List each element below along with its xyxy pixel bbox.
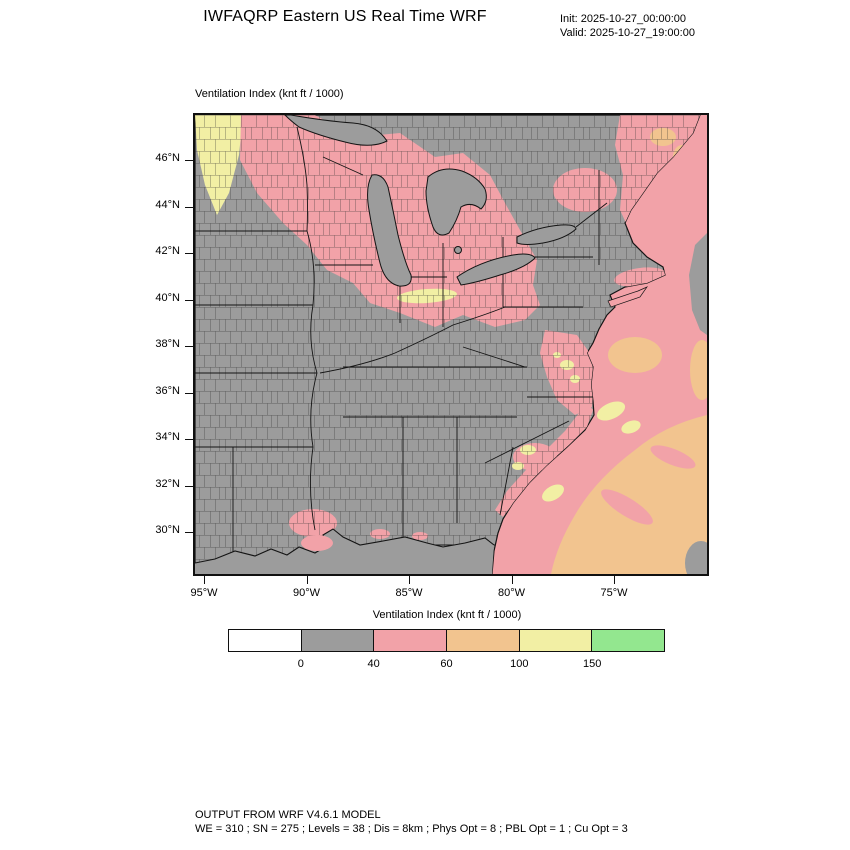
y-axis-tickmark [185,532,193,534]
gulf-of-mexico [195,529,494,574]
wrf-map [195,115,707,574]
legend-swatch [446,629,520,652]
y-axis-tickmark [185,346,193,348]
x-axis-tickmark [614,576,615,584]
x-axis-tickmark [306,576,308,584]
init-time: Init: 2025-10-27_00:00:00 [560,13,686,25]
x-axis-tickmark [409,576,410,584]
legend-tick-label: 60 [440,658,453,670]
y-axis-tickmark [185,485,193,487]
x-axis-label: 75°W [600,587,628,599]
legend-title: Ventilation Index (knt ft / 1000) [372,609,522,621]
x-axis-label: 80°W [497,587,526,599]
y-axis-label: 40°N [155,291,180,304]
y-axis-label: 36°N [155,384,180,397]
map-frame [193,113,709,576]
y-axis-label: 30°N [155,524,180,537]
y-axis-label: 34°N [155,431,180,444]
y-axis-label: 38°N [155,338,180,351]
y-axis-tickmark [185,439,193,441]
x-axis-label: 85°W [395,587,423,599]
lake-st-clair [454,246,462,254]
long-island [607,286,649,308]
state-boundaries [195,126,608,553]
valid-time: Valid: 2025-10-27_19:00:00 [560,27,695,39]
y-axis-tickmark [185,392,193,394]
legend-swatch [518,629,593,652]
lake-erie [456,253,536,286]
x-axis-tickmark [204,576,205,584]
legend-labels: 0 40 60 100 150 [228,658,665,674]
gulf-coastline [195,528,495,564]
x-axis-label: 90°W [292,587,321,599]
x-axis-tickmark [511,576,513,584]
delta-pink-patch [301,535,333,551]
legend-tick-label: 150 [582,658,602,670]
footer-config-line: WE = 310 ; SN = 275 ; Levels = 38 ; Dis … [195,822,628,835]
legend-tick-label: 0 [297,658,304,670]
x-axis: 95°W 90°W 85°W 80°W 75°W [190,576,707,610]
field-label: Ventilation Index (knt ft / 1000) [195,88,344,100]
legend-swatch [591,629,666,652]
lake-superior [284,115,388,146]
lake-michigan [367,174,412,287]
y-axis-label: 42°N [155,245,180,258]
legend-tick-label: 100 [510,658,529,670]
legend-swatch [373,629,448,652]
y-axis: 46°N 44°N 42°N 40°N 38°N 36°N 34°N 32°N 30°N [140,115,193,574]
y-axis-label: 46°N [155,152,180,164]
legend-bar [228,629,666,652]
lake-huron [425,168,487,236]
y-axis-label: 44°N [155,198,180,211]
footer: OUTPUT FROM WRF V4.6.1 MODEL WE = 310 ; … [195,809,628,836]
y-axis-tickmark [185,160,193,161]
y-axis-tickmark [185,253,193,255]
offshore-patches [542,233,707,574]
legend-tick-label: 40 [367,658,380,670]
y-axis-tickmark [185,206,193,208]
legend-swatch [300,629,375,652]
x-axis-label: 95°W [190,587,218,599]
y-axis-label: 32°N [155,477,180,490]
run-info: Init: 2025-10-27_00:00:00 Valid: 2025-10… [560,12,695,40]
lake-ontario [516,224,577,245]
plot-title: IWFAQRP Eastern US Real Time WRF [203,8,487,25]
legend-swatch [228,629,302,652]
great-lakes [284,115,577,287]
footer-model-line: OUTPUT FROM WRF V4.6.1 MODEL [195,809,381,821]
y-axis-tickmark [185,299,193,301]
